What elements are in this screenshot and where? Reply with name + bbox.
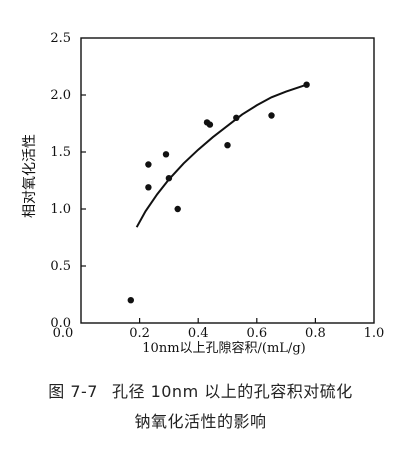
data-point [145,161,152,168]
x-tick-label: 0.4 [188,326,209,341]
data-point [127,297,134,304]
figure-caption-line2: 钠氧化活性的影响 [134,412,267,431]
x-tick-label: 0.2 [129,326,150,341]
figure-number: 图 7-7 [48,382,98,401]
data-point [268,112,275,119]
x-tick-label: 0.0 [53,326,74,341]
ticks: 0.0 0.5 1.0 1.5 2.0 2.5 0.0 0.2 0.4 0.6 0.8 1.0 [50,31,384,341]
figure-caption: 图 7-7 孔径 10nm 以上的孔容积对硫化 [0,378,401,402]
y-tick-label: 1.5 [50,145,71,160]
data-points [127,81,310,304]
figure-caption-line1: 孔径 10nm 以上的孔容积对硫化 [111,382,353,401]
y-axis-label: 相对氧化活性 [22,134,38,218]
x-tick-label: 1.0 [364,326,385,341]
y-tick-label: 1.0 [50,202,71,217]
y-tick-label: 2.0 [50,88,71,103]
plot-frame [80,37,375,324]
data-point [145,184,152,191]
x-tick-label: 0.8 [305,326,326,341]
data-point [174,205,181,213]
y-tick-label: 2.5 [50,31,71,46]
data-point [165,175,173,182]
fit-curve [135,83,307,228]
y-tick-label: 0.5 [50,259,71,274]
data-point [162,151,170,158]
fit-curve-layer [135,83,307,228]
data-point [233,114,240,122]
x-tick-label: 0.6 [246,326,267,341]
figure-caption-continued: 钠氧化活性的影响 [0,408,401,432]
y-tick-label: 0.0 [50,316,71,331]
data-point [206,121,214,128]
data-point [224,142,231,149]
scatter-chart: 0.0 0.5 1.0 1.5 2.0 2.5 0.0 0.2 0.4 0.6 0.8 1.0 10n… [22,31,384,356]
x-axis-label: 10nm以上孔隙容积/(mL/g) [142,340,305,356]
data-point [303,81,310,88]
axes [80,37,375,324]
